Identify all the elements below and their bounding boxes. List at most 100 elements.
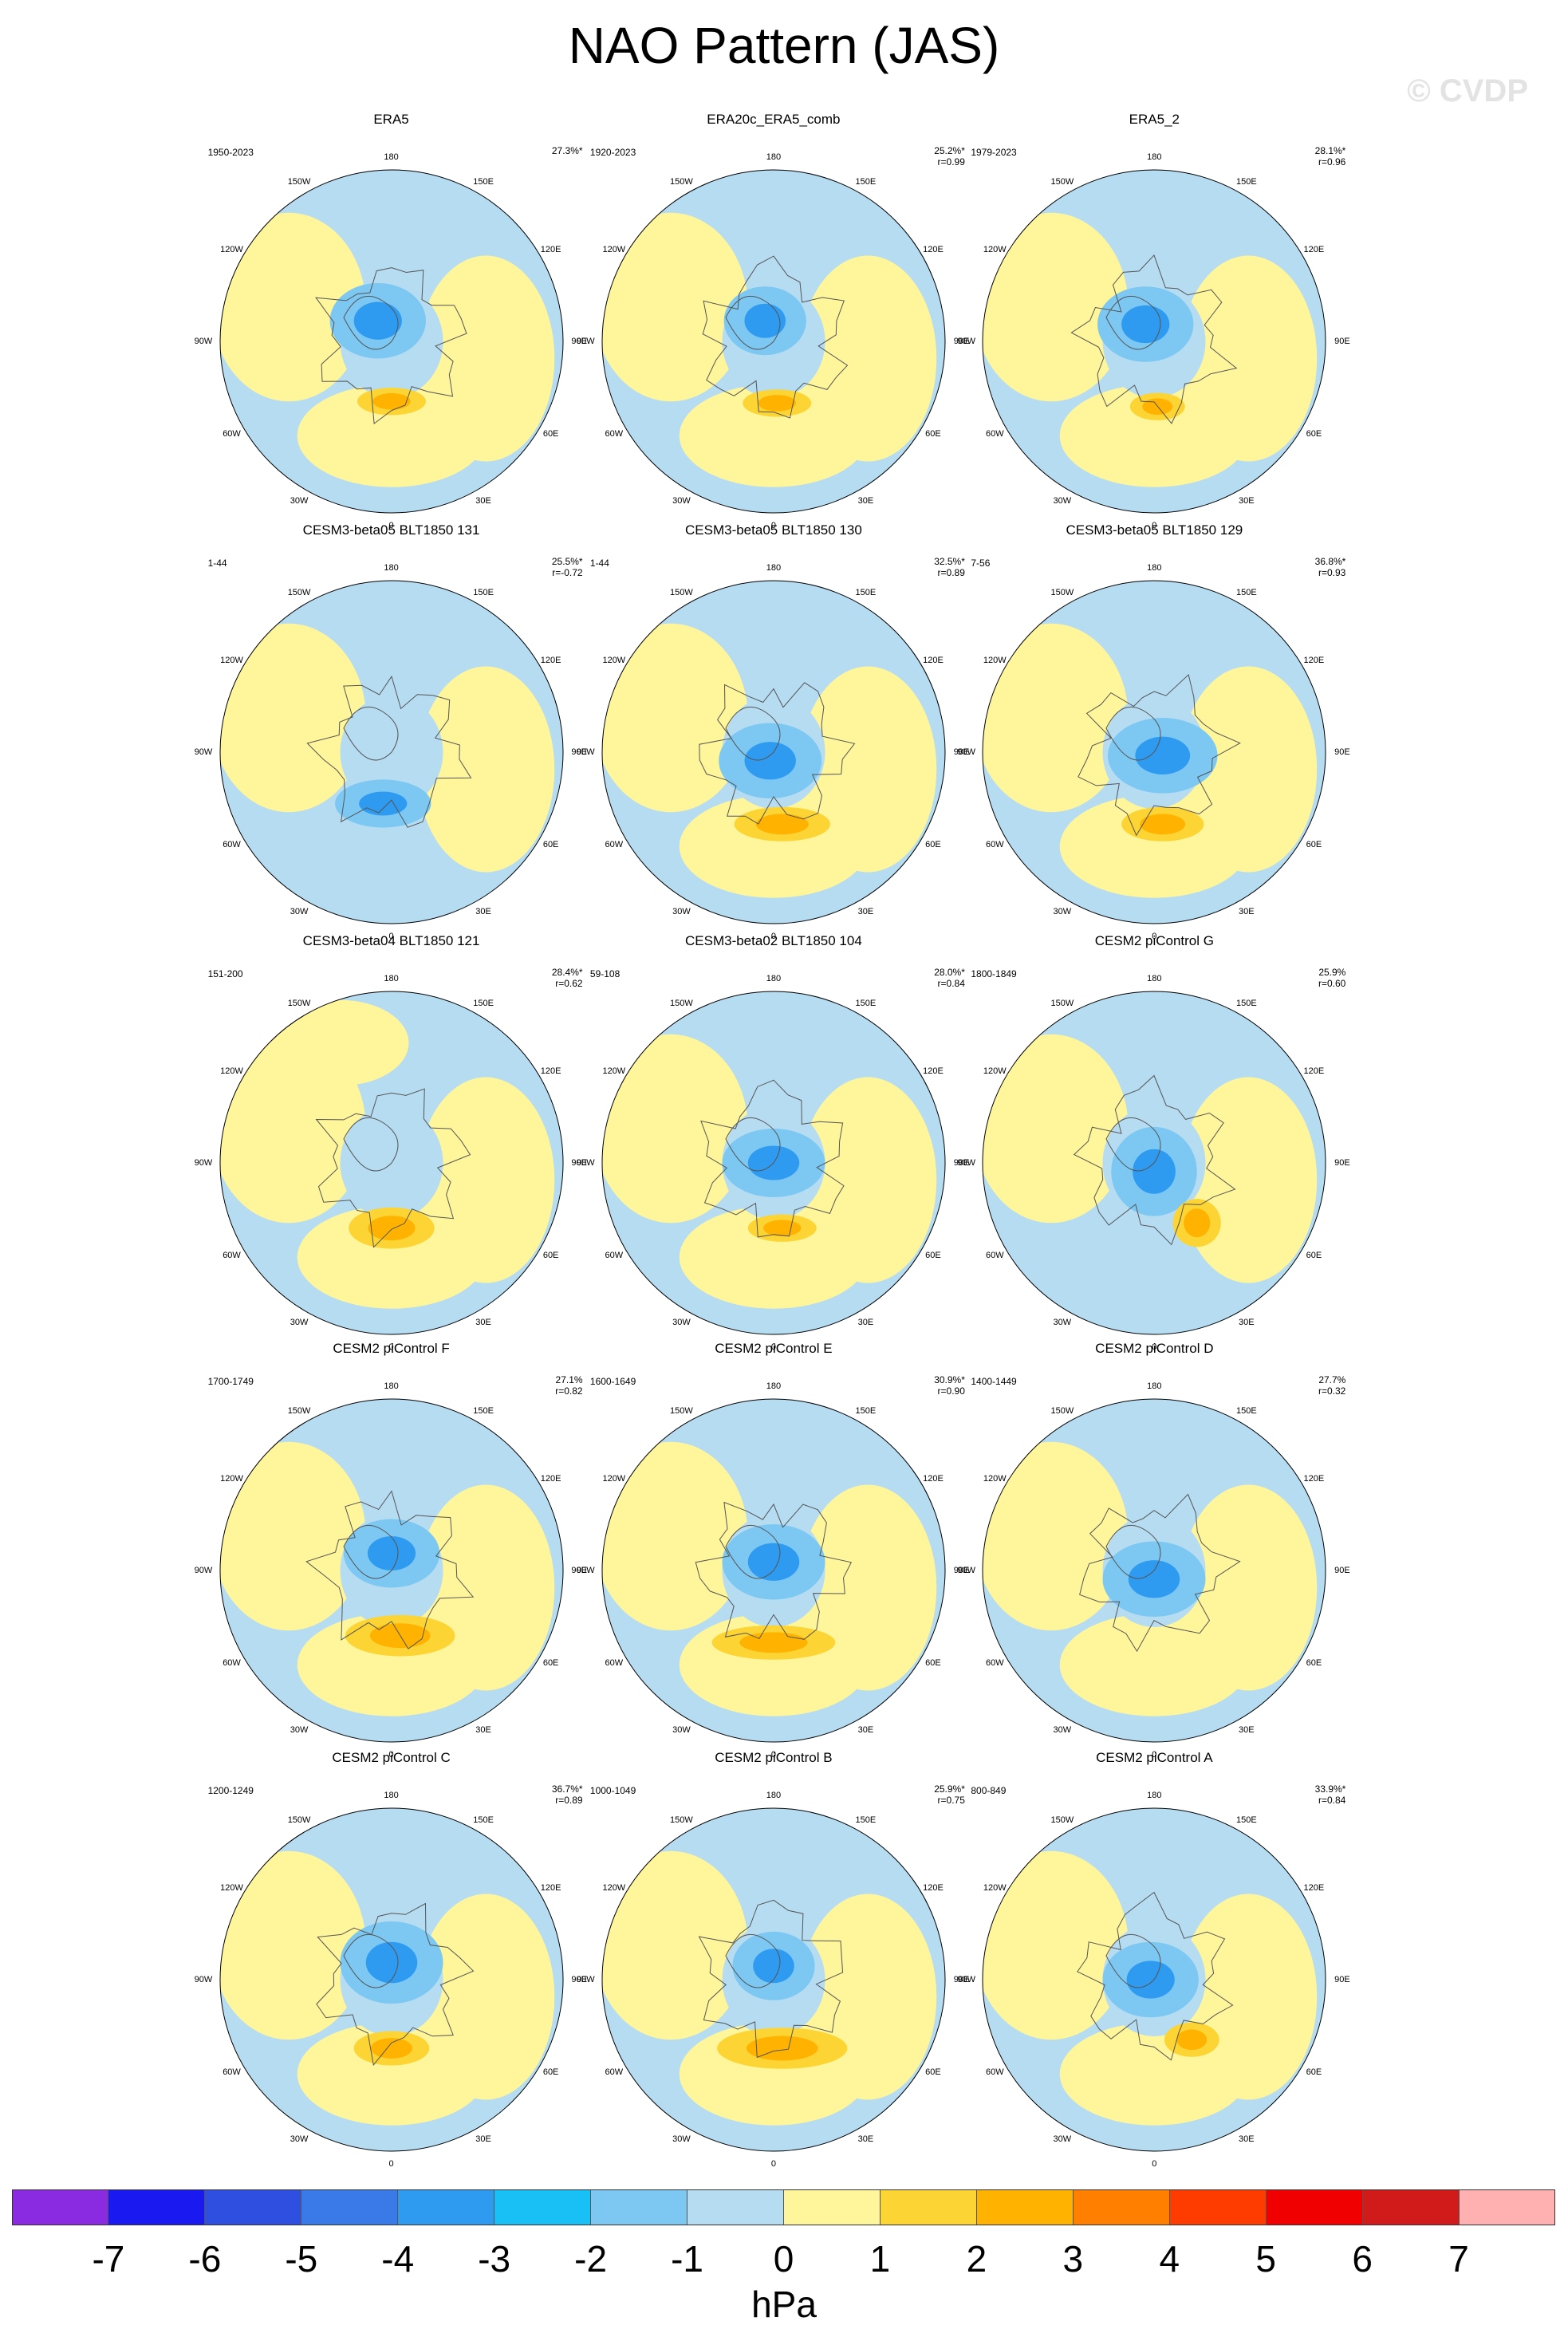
longitude-label: 90E: [571, 337, 587, 347]
longitude-label: 90E: [571, 747, 587, 758]
longitude-label: 180: [1147, 1381, 1162, 1392]
longitude-label: 120E: [923, 1066, 944, 1076]
longitude-label: 180: [384, 1791, 399, 1801]
longitude-label: 120E: [1303, 244, 1325, 254]
coastline: [305, 1490, 474, 1650]
colorbar-swatch: [1074, 2189, 1170, 2225]
map-panel: CESM3-beta05 BLT1850 130 1-44 32.5%* r=0.89…: [574, 522, 973, 941]
positive-anomaly-region: [601, 1851, 748, 2040]
colorbar-tick-label: 2: [966, 2238, 987, 2280]
longitude-label: 150W: [1050, 177, 1074, 187]
positive-anomaly-region: [601, 1034, 748, 1224]
longitude-label: 30E: [1239, 2134, 1255, 2145]
positive-anomaly-peak: [372, 393, 411, 410]
longitude-label: 120E: [540, 655, 561, 665]
colorbar-swatch: [784, 2189, 881, 2225]
panel-variance: 27.3%*: [551, 145, 583, 157]
panel-variance: 25.9%*: [934, 1783, 965, 1795]
map-boundary: [219, 169, 564, 514]
longitude-label: 150W: [287, 1406, 311, 1417]
longitude-label: 90W: [194, 1566, 213, 1576]
longitude-label: 60W: [985, 1657, 1004, 1668]
longitude-label: 90E: [1334, 747, 1350, 758]
positive-anomaly-region: [1060, 1614, 1249, 1717]
map-panel: CESM2 piControl C 1200-1249 36.7%* r=0.89 18…: [192, 1750, 591, 2169]
panel-period: 1-44: [589, 558, 609, 569]
panel-correlation: r=0.96: [1318, 156, 1346, 168]
positive-anomaly-peak: [1140, 814, 1186, 835]
negative-anomaly-core: [744, 742, 796, 780]
panel-title: ERA5_2: [1129, 112, 1180, 128]
panel-correlation: r=0.60: [1318, 978, 1346, 990]
longitude-label: 30E: [1239, 496, 1255, 506]
panel-correlation: r=0.32: [1318, 1385, 1346, 1397]
longitude-label: 180: [384, 152, 399, 163]
panel-correlation: r=0.99: [937, 156, 965, 168]
longitude-label: 90E: [571, 1158, 587, 1168]
map-boundary: [982, 1398, 1326, 1743]
longitude-label: 120E: [1303, 1882, 1325, 1893]
greenland-coastline: [725, 296, 781, 350]
greenland-coastline: [1105, 296, 1161, 350]
longitude-label: 150E: [855, 1815, 877, 1826]
positive-anomaly-peak: [758, 395, 796, 412]
polar-map: [601, 1398, 946, 1743]
panel-variance: 28.4%*: [551, 967, 583, 979]
longitude-label: 30W: [672, 496, 691, 506]
panel-variance: 30.9%*: [934, 1374, 965, 1386]
longitude-label: 120W: [602, 244, 626, 254]
positive-anomaly-peak: [1184, 1208, 1211, 1238]
panel-correlation: r=0.90: [937, 1385, 965, 1397]
longitude-label: 60W: [985, 839, 1004, 849]
longitude-label: 0: [770, 932, 776, 942]
positive-anomaly-region: [601, 1442, 748, 1631]
longitude-label: 150E: [855, 1406, 877, 1417]
positive-anomaly-region: [297, 2023, 486, 2126]
panel-variance: 25.5%*: [551, 556, 583, 568]
negative-anomaly-core: [367, 1536, 416, 1571]
longitude-label: 60E: [1306, 839, 1322, 849]
panel-correlation: r=0.84: [1318, 1795, 1346, 1807]
map-panel: CESM3-beta05 BLT1850 129 7-56 36.8%* r=0.93…: [955, 522, 1353, 941]
positive-anomaly-region: [1060, 384, 1249, 488]
longitude-label: 90W: [194, 1158, 213, 1168]
longitude-label: 180: [766, 974, 782, 984]
greenland-coastline: [1105, 707, 1161, 761]
panel-period: 59-108: [589, 968, 621, 980]
coastline: [1074, 1074, 1236, 1246]
coastline: [702, 255, 849, 420]
map-panel: CESM2 piControl A 800-849 33.9%* r=0.84 180 1…: [955, 1750, 1353, 2169]
longitude-label: 0: [388, 1750, 394, 1760]
longitude-label: 90W: [576, 337, 595, 347]
longitude-label: 120W: [983, 1882, 1007, 1893]
coastline: [314, 267, 467, 425]
longitude-label: 150W: [1050, 999, 1074, 1009]
page-title: NAO Pattern (JAS): [568, 17, 1000, 74]
map-boundary: [219, 1807, 564, 2152]
longitude-label: 30W: [672, 907, 691, 917]
watermark: © CVDP: [1407, 73, 1528, 108]
longitude-label: 60W: [605, 839, 624, 849]
longitude-label: 120E: [1303, 655, 1325, 665]
longitude-label: 90E: [953, 747, 970, 758]
colorbar-tick-label: -6: [188, 2238, 222, 2280]
longitude-label: 120E: [540, 244, 561, 254]
panel-variance: 36.7%*: [551, 1783, 583, 1795]
longitude-label: 60E: [542, 428, 559, 439]
map-boundary: [601, 580, 946, 924]
longitude-label: 30E: [475, 1318, 491, 1328]
greenland-coastline: [725, 1117, 781, 1172]
negative-anomaly-core: [744, 304, 786, 339]
panel-variance: 25.2%*: [934, 145, 965, 157]
positive-anomaly-peak: [755, 814, 809, 835]
greenland-coastline: [725, 1934, 781, 1988]
longitude-label: 120E: [923, 1882, 944, 1893]
greenland-coastline: [1105, 1525, 1161, 1579]
map-panel: ERA5_2 1979-2023 28.1%* r=0.96 180 150E 120E 90…: [955, 112, 1353, 530]
panel-title: CESM3-beta05 BLT1850 129: [1066, 522, 1243, 538]
map-boundary: [601, 1807, 946, 2152]
panel-period: 1600-1649: [589, 1376, 636, 1388]
longitude-label: 60E: [542, 2067, 559, 2077]
coastline: [315, 1903, 474, 2067]
colorbar-swatch: [494, 2189, 591, 2225]
